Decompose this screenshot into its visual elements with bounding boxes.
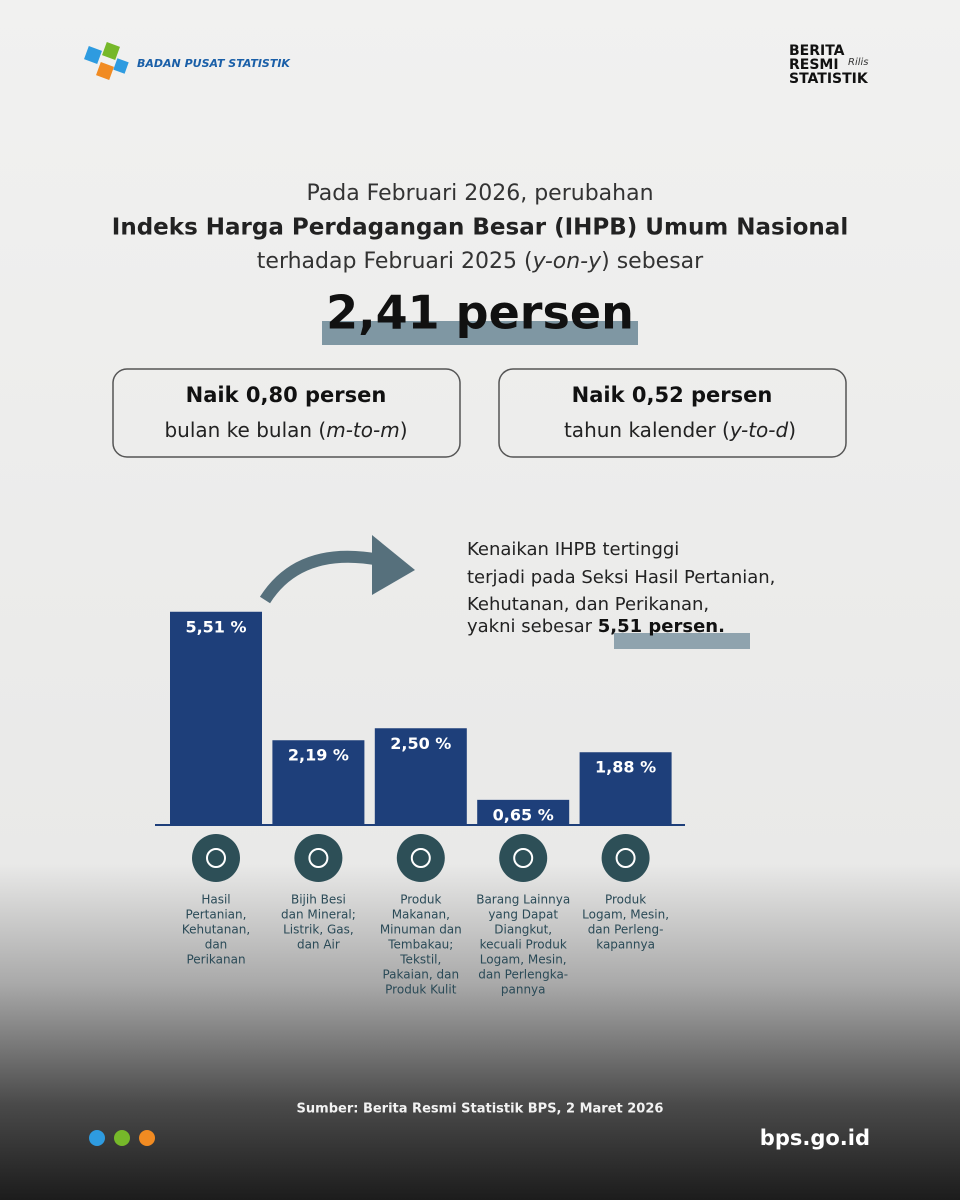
- category-label: Bijih Besi: [291, 893, 346, 907]
- category-icon-glyph: [410, 848, 431, 868]
- url: bps.go.id: [760, 1126, 870, 1150]
- text-part: 5,51 persen.: [598, 616, 725, 637]
- info-box: [498, 368, 847, 458]
- headline-value: 2,41 persen: [326, 286, 634, 340]
- value-label: 5,51 %: [185, 617, 246, 636]
- annotation-line: yakni sebesar 5,51 persen.: [467, 616, 725, 637]
- category-label: Produk: [605, 893, 646, 907]
- category-label: Pakaian, dan: [382, 968, 459, 982]
- text-part: yakni sebesar: [467, 616, 598, 637]
- category-icon-glyph: [513, 848, 534, 868]
- category-icon: [192, 834, 240, 882]
- category-icon-glyph: [206, 848, 226, 868]
- badge-line: RESMI: [789, 57, 839, 73]
- category-label: Tembakau;: [387, 938, 453, 952]
- logo: [84, 42, 129, 80]
- annotation-line: terjadi pada Seksi Hasil Pertanian,: [467, 567, 775, 588]
- bar-chart: 5,51 % HasilPertanian,Kehutanan,danPerika…: [155, 611, 685, 997]
- bar: [374, 728, 467, 825]
- text-part: tahun kalender (: [564, 418, 730, 442]
- highlight: [322, 321, 638, 345]
- value-label: 2,50 %: [390, 734, 451, 753]
- bar: [477, 799, 570, 825]
- category-icon: [499, 834, 548, 882]
- info-box: [112, 368, 461, 458]
- category-label: Produk Kulit: [385, 983, 457, 997]
- dot: [89, 1130, 105, 1146]
- category-label: kecuali Produk: [480, 938, 567, 952]
- category-label: Tekstil,: [399, 953, 441, 967]
- category-icon-glyph: [308, 848, 329, 868]
- dot: [114, 1130, 130, 1146]
- headline-line: terhadap Februari 2025 (y-on-y) sebesar: [257, 249, 704, 274]
- badge-line: BERITA: [789, 43, 845, 59]
- badge-line: STATISTIK: [789, 71, 869, 87]
- category-label: dan Air: [297, 938, 340, 952]
- badge-script: Rilis: [848, 57, 869, 68]
- value-label: 0,65 %: [493, 805, 554, 824]
- text-part: ) sebesar: [601, 249, 704, 274]
- text-part: ): [400, 418, 408, 442]
- category-label: Hasil: [201, 893, 230, 907]
- box-text: tahun kalender (y-to-d): [564, 418, 796, 442]
- category-label: dan Perlengka-: [478, 968, 568, 982]
- category-label: Kehutanan,: [182, 923, 250, 937]
- category-label: dan: [205, 938, 228, 952]
- category-label: Makanan,: [392, 908, 450, 922]
- category-label: yang Dapat: [488, 908, 558, 922]
- bar: [579, 752, 672, 825]
- category-label: dan Mineral;: [281, 908, 356, 922]
- annotation-line: Kehutanan, dan Perikanan,: [467, 594, 709, 615]
- value-label: 1,88 %: [595, 758, 656, 777]
- category-label: Barang Lainnya: [476, 893, 570, 907]
- box-title: Naik 0,52 persen: [572, 383, 773, 407]
- category-icon: [601, 834, 650, 882]
- category-label: pannya: [501, 983, 546, 997]
- box-text: bulan ke bulan (m-to-m): [164, 418, 407, 442]
- category-icon: [294, 834, 343, 882]
- value-label: 2,19 %: [288, 746, 349, 765]
- text-part: m-to-m: [326, 418, 399, 442]
- dot: [139, 1130, 155, 1146]
- category-icon-glyph: [615, 848, 636, 868]
- text-part: terhadap Februari 2025 (: [257, 249, 533, 274]
- category-label: Logam, Mesin,: [582, 908, 669, 922]
- category-label: kapannya: [596, 938, 655, 952]
- text-part: y-to-d: [729, 418, 789, 442]
- box-title: Naik 0,80 persen: [186, 383, 387, 407]
- headline-line: Pada Februari 2026, perubahan: [306, 181, 653, 206]
- category-label: dan Perleng-: [588, 923, 664, 937]
- category-label: Diangkut,: [494, 923, 552, 937]
- headline-line: Indeks Harga Perdagangan Besar (IHPB) Um…: [112, 215, 848, 241]
- category-label: Pertanian,: [186, 908, 247, 922]
- category-label: Minuman dan: [380, 923, 462, 937]
- bar: [272, 740, 365, 825]
- annotation-line: Kenaikan IHPB tertinggi: [467, 539, 679, 560]
- org-name: BADAN PUSAT STATISTIK: [137, 57, 291, 70]
- category-icon: [396, 834, 445, 882]
- text-part: ): [788, 418, 796, 442]
- category-label: Listrik, Gas,: [283, 923, 354, 937]
- text-part: bulan ke bulan (: [164, 418, 326, 442]
- arrow-head: [372, 535, 415, 595]
- category-label: Perikanan: [186, 953, 245, 967]
- bar: [170, 611, 262, 825]
- arrow: [259, 550, 382, 604]
- source: Sumber: Berita Resmi Statistik BPS, 2 Ma…: [297, 1102, 664, 1117]
- category-label: Produk: [400, 893, 441, 907]
- highlight: [614, 633, 750, 649]
- text-part: y-on-y: [532, 249, 603, 274]
- category-label: Logam, Mesin,: [480, 953, 567, 967]
